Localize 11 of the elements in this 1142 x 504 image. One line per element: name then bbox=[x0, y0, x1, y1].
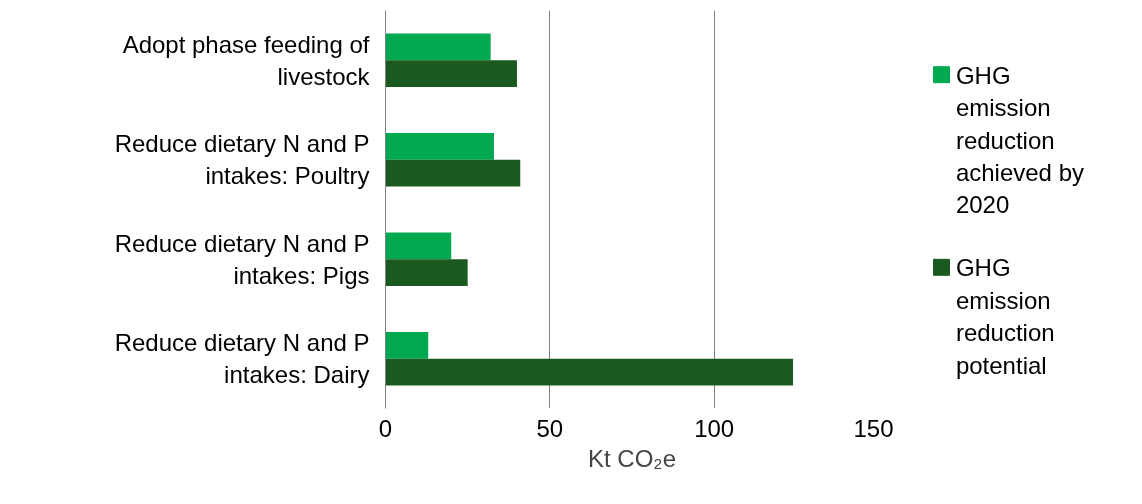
x-tick-label: 50 bbox=[536, 414, 564, 442]
y-tick-label: Adopt phase feeding of livestock bbox=[122, 30, 371, 90]
x-tick-label: 150 bbox=[853, 414, 894, 442]
x-axis-title: Kt CO₂e bbox=[588, 444, 677, 472]
y-tick-label: Reduce dietary N and P intakes: Dairy bbox=[114, 329, 370, 389]
legend-label: GHG emission reduction achieved by 2020 bbox=[955, 61, 1084, 219]
x-tick-label: 100 bbox=[694, 414, 735, 442]
legend-label: GHG emission reduction potential bbox=[955, 254, 1055, 379]
x-tick-label: 0 bbox=[378, 414, 393, 442]
y-tick-label: Reduce dietary N and P intakes: Pigs bbox=[114, 229, 370, 289]
y-tick-label: Reduce dietary N and P intakes: Poultry bbox=[114, 130, 370, 190]
